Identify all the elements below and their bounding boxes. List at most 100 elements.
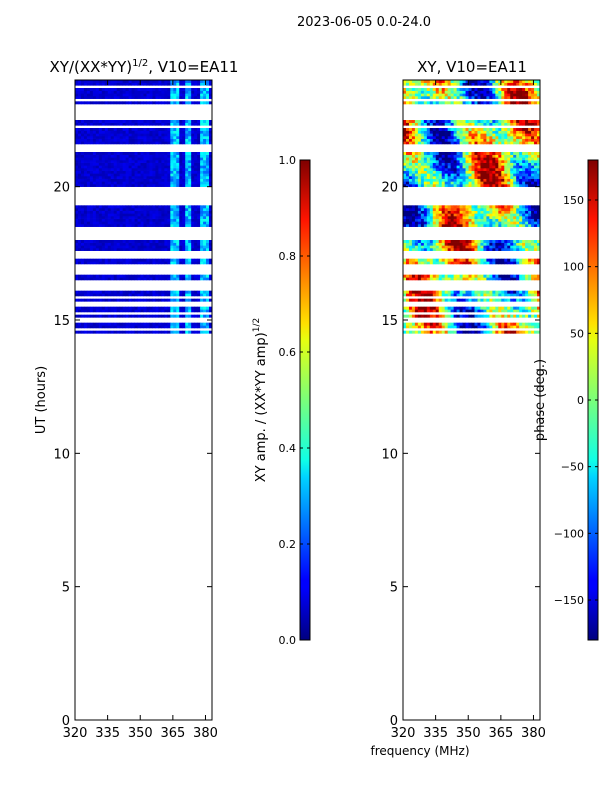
left-heat-cell (128, 128, 132, 131)
right-heat-cell (483, 240, 487, 243)
right-heat-cell (516, 173, 520, 177)
right-heat-cell (477, 170, 481, 174)
right-heat-cell (492, 160, 496, 163)
left-heat-cell (158, 293, 162, 297)
right-heat-cell (462, 122, 466, 126)
left-heat-cell (125, 82, 130, 86)
right-heat-cell (528, 176, 532, 179)
right-heat-cell (522, 293, 526, 297)
left-heat-cell (75, 248, 79, 251)
right-heat-cell (414, 173, 419, 177)
right-heat-cell (522, 221, 526, 225)
right-heat-cell (408, 93, 413, 97)
right-heat-cell (435, 88, 440, 91)
left-heat-cell (128, 88, 132, 91)
right-heat-cell (429, 245, 434, 249)
left-heat-cell (161, 120, 165, 123)
right-heat-cell (447, 122, 452, 126)
left-heat-cell (113, 258, 118, 262)
left-heat-cell (176, 82, 180, 86)
right-heat-cell (537, 261, 540, 265)
left-heat-cell (95, 208, 100, 211)
right-heat-cell (426, 136, 431, 139)
right-heat-cell (471, 208, 475, 211)
left-heat-cell (149, 165, 153, 169)
left-heat-cell (146, 88, 150, 91)
right-heat-cell (507, 306, 511, 310)
right-heat-cell (486, 293, 490, 297)
left-heat-cell (101, 80, 106, 83)
right-heat-cell (504, 173, 508, 177)
left-heat-cell (131, 88, 135, 91)
left-heat-cell (188, 101, 192, 105)
left-heat-cell (167, 221, 171, 225)
right-heat-cell (444, 122, 449, 126)
right-heat-cell (420, 141, 425, 145)
left-heat-cell (158, 152, 162, 155)
right-heat-cell (423, 224, 428, 227)
left-heat-cell (125, 242, 130, 246)
right-heat-cell (489, 154, 493, 158)
right-heat-cell (501, 277, 505, 281)
right-heat-cell (411, 168, 416, 171)
left-heat-cell (158, 82, 162, 86)
left-heat-cell (158, 290, 162, 294)
right-heat-cell (510, 141, 514, 145)
right-heat-cell (531, 88, 535, 91)
left-heat-cell (176, 88, 180, 91)
right-heat-cell (435, 208, 440, 211)
left-heat-cell (77, 157, 82, 161)
left-heat-cell (119, 165, 124, 169)
right-heat-cell (519, 176, 523, 179)
left-heat-cell (80, 290, 85, 294)
right-heat-cell (501, 101, 505, 105)
left-heat-cell (182, 213, 186, 217)
right-heat-cell (483, 130, 487, 134)
left-heat-cell (185, 165, 189, 169)
left-heat-cell (182, 157, 186, 161)
right-heat-cell (483, 274, 487, 278)
left-heat-cell (125, 181, 130, 185)
left-heat-cell (146, 298, 150, 302)
right-heat-cell (471, 130, 475, 134)
left-heat-cell (149, 184, 153, 187)
left-heat-cell (107, 274, 112, 278)
left-heat-cell (101, 290, 106, 294)
right-heat-cell (519, 133, 523, 137)
left-heat-cell (188, 245, 192, 249)
left-heat-cell (182, 330, 186, 334)
left-heat-cell (137, 88, 141, 91)
left-heat-cell (170, 248, 174, 251)
left-heat-cell (77, 221, 82, 225)
left-heat-cell (143, 141, 147, 145)
right-heat-cell (435, 309, 440, 313)
right-heat-cell (414, 96, 419, 99)
right-heat-cell (453, 122, 458, 126)
right-heat-cell (498, 122, 502, 126)
left-heat-cell (170, 261, 174, 265)
right-heat-cell (534, 277, 538, 281)
right-heat-cell (435, 138, 440, 142)
right-heat-cell (537, 93, 540, 97)
right-heat-cell (438, 136, 443, 139)
left-heat-cell (152, 242, 156, 246)
left-heat-cell (161, 274, 165, 278)
left-heat-cell (143, 181, 147, 185)
left-heat-cell (75, 93, 79, 97)
right-heat-cell (525, 178, 529, 182)
left-heat-cell (116, 213, 121, 217)
left-heat-cell (116, 208, 121, 211)
right-heat-cell (492, 274, 496, 278)
left-heat-cell (197, 154, 201, 158)
left-x-tick-label: 380 (193, 726, 218, 741)
right-heat-cell (483, 290, 487, 294)
left-heat-cell (209, 90, 212, 94)
left-heat-cell (146, 325, 150, 329)
left-heat-cell (173, 224, 177, 227)
left-heat-cell (206, 213, 210, 217)
left-heat-cell (110, 168, 115, 171)
right-heat-cell (510, 298, 514, 302)
left-heat-cell (131, 162, 135, 166)
left-heat-cell (143, 322, 147, 326)
left-heat-cell (92, 325, 97, 329)
